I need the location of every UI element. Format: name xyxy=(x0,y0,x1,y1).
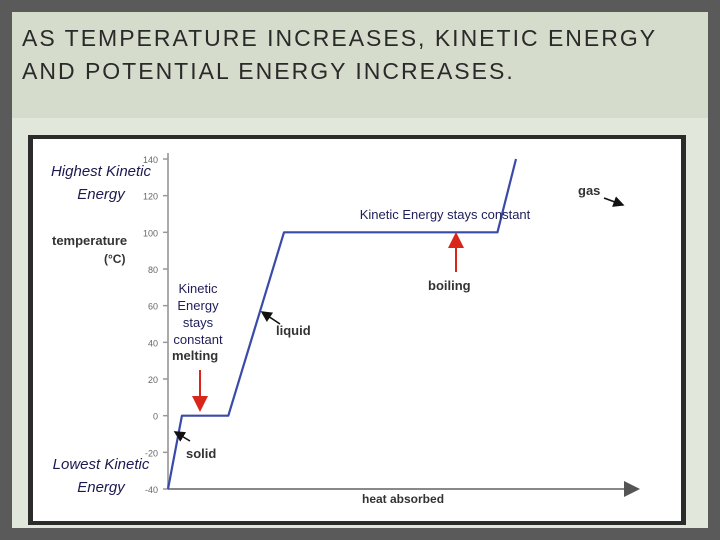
label-liquid: liquid xyxy=(276,323,311,338)
y-tick-label: 60 xyxy=(148,302,158,312)
liquid-pointer xyxy=(260,311,281,325)
heating-curve-chart: 140 120 100 80 60 40 20 0 -20 -40 temperature (°C) h… xyxy=(33,139,681,521)
ke-constant-melting-label: Kinetic Energy stays constant xyxy=(173,281,223,347)
y-tick-label: 120 xyxy=(143,192,158,202)
chart-background xyxy=(33,139,681,521)
chart-layer: 140 120 100 80 60 40 20 0 -20 -40 temperature (°C) h… xyxy=(52,153,640,506)
heating-curve-line xyxy=(166,158,518,490)
y-axis-unit: (°C) xyxy=(104,252,125,266)
ke-constant-boiling-label: Kinetic Energy stays constant xyxy=(359,207,531,222)
y-tick-label: 40 xyxy=(148,338,158,348)
label-gas: gas xyxy=(578,183,600,198)
y-tick-label: 140 xyxy=(143,155,158,165)
x-axis-title: heat absorbed xyxy=(362,492,444,506)
y-tick-label: -40 xyxy=(145,485,158,495)
y-tick-label: 0 xyxy=(153,412,158,422)
label-solid: solid xyxy=(186,446,216,461)
y-tick-label: -20 xyxy=(145,448,158,458)
label-boiling: boiling xyxy=(428,278,471,293)
title-bar xyxy=(12,12,708,118)
highest-kinetic-label: Highest Kinetic Energy xyxy=(50,163,152,203)
y-axis-title: temperature xyxy=(52,233,127,248)
lowest-kinetic-label: Lowest Kinetic Energy xyxy=(52,456,150,496)
slide-title: AS TEMPERATURE INCREASES, KINETIC ENERGY… xyxy=(22,25,657,84)
solid-pointer xyxy=(173,431,191,442)
y-tick-label: 100 xyxy=(143,228,158,238)
label-melting: melting xyxy=(172,348,218,363)
y-tick-label: 20 xyxy=(148,375,158,385)
gas-pointer xyxy=(603,196,625,207)
y-tick-label: 80 xyxy=(148,265,158,275)
